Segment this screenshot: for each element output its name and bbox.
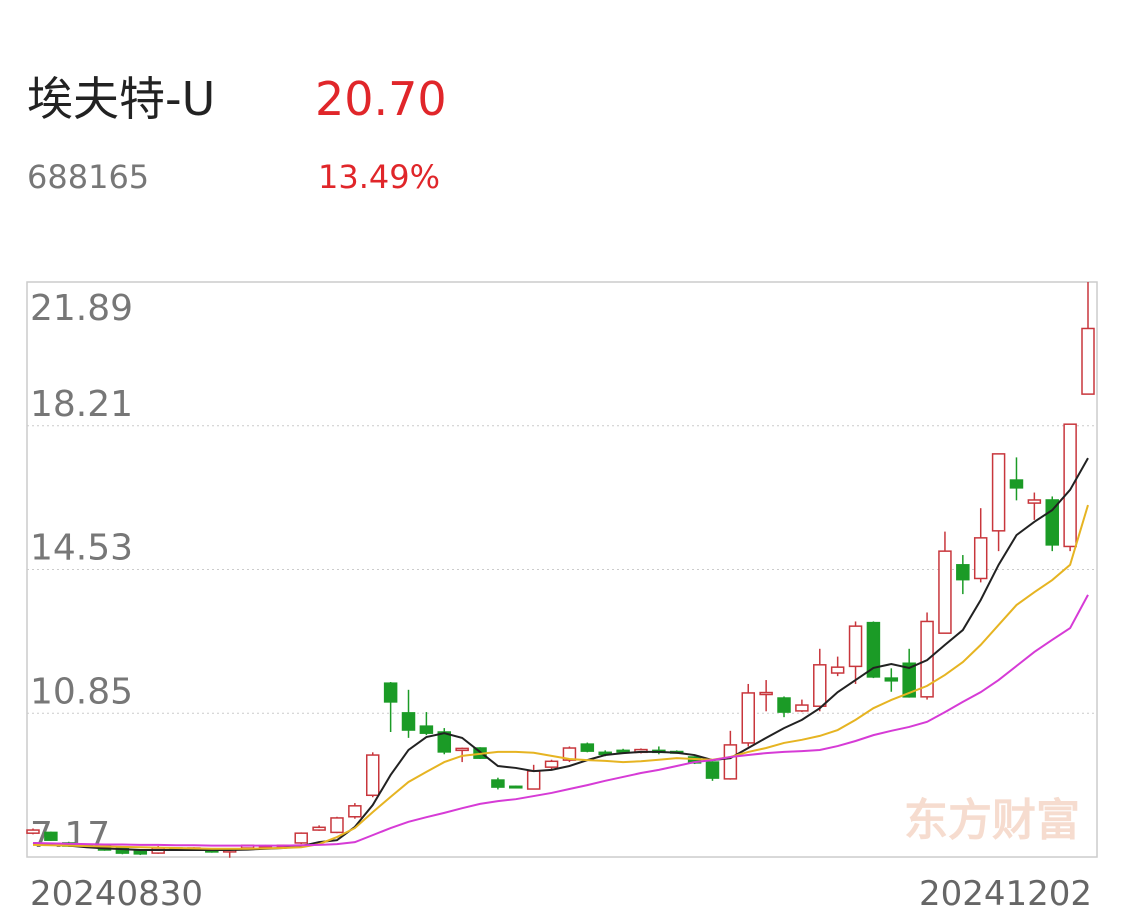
candle-body: [1009, 479, 1024, 489]
candle-body: [419, 725, 434, 734]
moving-average-line: [32, 504, 1089, 850]
candle-body: [562, 747, 577, 761]
stock-change: 13.49%: [318, 158, 440, 196]
candle-body: [848, 625, 863, 668]
candle-body: [1027, 499, 1042, 504]
candle-body: [26, 829, 40, 834]
candle-body: [437, 731, 452, 753]
candle-body: [526, 770, 541, 790]
watermark: 东方财富: [904, 795, 1080, 846]
x-tick-label: 20240830: [30, 874, 203, 914]
candle-body: [759, 691, 773, 696]
candle-body: [616, 749, 630, 753]
y-tick-label: 18.21: [30, 384, 133, 425]
candle-body: [991, 453, 1006, 532]
x-tick-label: 20241202: [919, 874, 1092, 914]
candle-body: [312, 826, 326, 831]
moving-average-line: [32, 457, 1089, 851]
candle-body: [491, 779, 505, 788]
candle-body: [884, 677, 899, 682]
candle-body: [365, 754, 380, 797]
stock-code: 688165: [27, 158, 149, 196]
candle-body: [973, 537, 988, 580]
candle-body: [115, 847, 130, 854]
candle-body: [401, 712, 416, 731]
candle-body: [795, 704, 809, 712]
candle-body: [348, 805, 362, 818]
candle-body: [938, 550, 952, 634]
candle-body: [330, 817, 344, 834]
y-tick-label: 7.17: [30, 815, 110, 856]
candle-body: [813, 664, 827, 707]
candle-body: [741, 692, 756, 744]
candle-body: [902, 662, 916, 698]
candle-body: [44, 831, 58, 841]
y-tick-label: 14.53: [30, 528, 133, 569]
candle-body: [294, 832, 308, 844]
candle-body: [705, 761, 720, 779]
candle-body: [830, 666, 845, 674]
stock-name: 埃夫特-U: [27, 72, 215, 126]
candle-body: [723, 744, 738, 780]
candle-body: [1063, 423, 1077, 548]
candle-body: [1081, 327, 1095, 395]
candle-body: [383, 682, 398, 703]
y-tick-label: 10.85: [30, 671, 133, 712]
candle-body: [580, 743, 595, 752]
stock-price: 20.70: [315, 72, 447, 126]
candle-body: [544, 760, 559, 768]
candle-body: [956, 564, 970, 581]
candle-body: [509, 785, 523, 789]
y-tick-label: 21.89: [30, 288, 133, 329]
moving-average-line: [32, 594, 1089, 847]
candle-body: [777, 697, 791, 713]
candle-body: [455, 747, 469, 752]
candle-body: [866, 621, 881, 678]
